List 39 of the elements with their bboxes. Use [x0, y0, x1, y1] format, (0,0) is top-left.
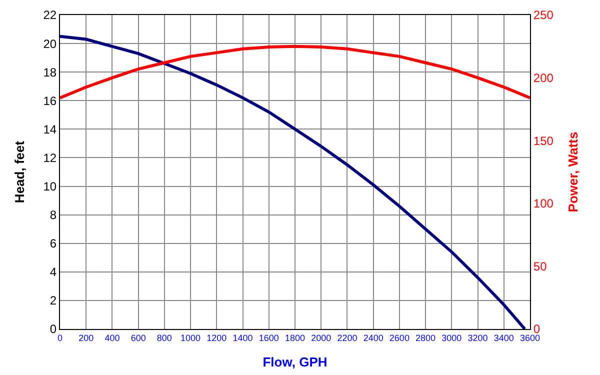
y-tick-label: 14: [43, 122, 57, 136]
x-tick-label: 400: [104, 332, 120, 343]
x-tick-label: 800: [156, 332, 172, 343]
y2-tick-label: 250: [533, 8, 554, 22]
x-tick-label: 3600: [520, 332, 540, 343]
y-tick-label: 12: [43, 150, 57, 165]
y-tick-label: 20: [43, 36, 57, 51]
y-tick-label: 22: [43, 8, 57, 22]
y-tick-label: 8: [50, 208, 57, 222]
x-tick-label: 1800: [284, 332, 306, 343]
x-tick-label: 600: [130, 332, 146, 343]
x-tick-label: 2000: [311, 332, 332, 343]
y2-tick-label: 100: [533, 196, 554, 211]
x-tick-label: 200: [78, 332, 94, 343]
x-tick-label: 3400: [494, 332, 514, 343]
line-series: [60, 34, 526, 329]
x-tick-label: 1000: [180, 332, 201, 343]
y2-axis-title: Power, Watts: [565, 132, 580, 212]
y2-tick-label: 200: [533, 71, 554, 85]
line-series: [60, 44, 530, 100]
x-tick-label: 1200: [206, 332, 227, 343]
y2-tick-label: 50: [533, 259, 548, 274]
x-tick-label: 1400: [232, 332, 253, 343]
x-tick-label: 1600: [258, 332, 279, 343]
x-tick-label: 2200: [337, 332, 358, 343]
x-tick-label: 2800: [416, 332, 436, 343]
x-tick-label: 2400: [363, 332, 384, 343]
y2-tick-label: 150: [533, 134, 554, 148]
y-tick-label: 4: [50, 265, 57, 280]
y-tick-label: 2: [50, 294, 57, 308]
y-tick-label: 10: [43, 179, 57, 194]
y-tick-label: 18: [43, 65, 57, 80]
y-tick-label: 16: [43, 94, 57, 108]
x-axis-title: Flow, GPH: [262, 354, 328, 370]
x-tick-label: 3200: [468, 332, 488, 343]
y-tick-label: 6: [50, 236, 57, 251]
x-tick-label: 3000: [442, 332, 462, 343]
y-axis-title: Head, feet: [12, 140, 28, 204]
x-tick-label: 2600: [389, 332, 410, 343]
